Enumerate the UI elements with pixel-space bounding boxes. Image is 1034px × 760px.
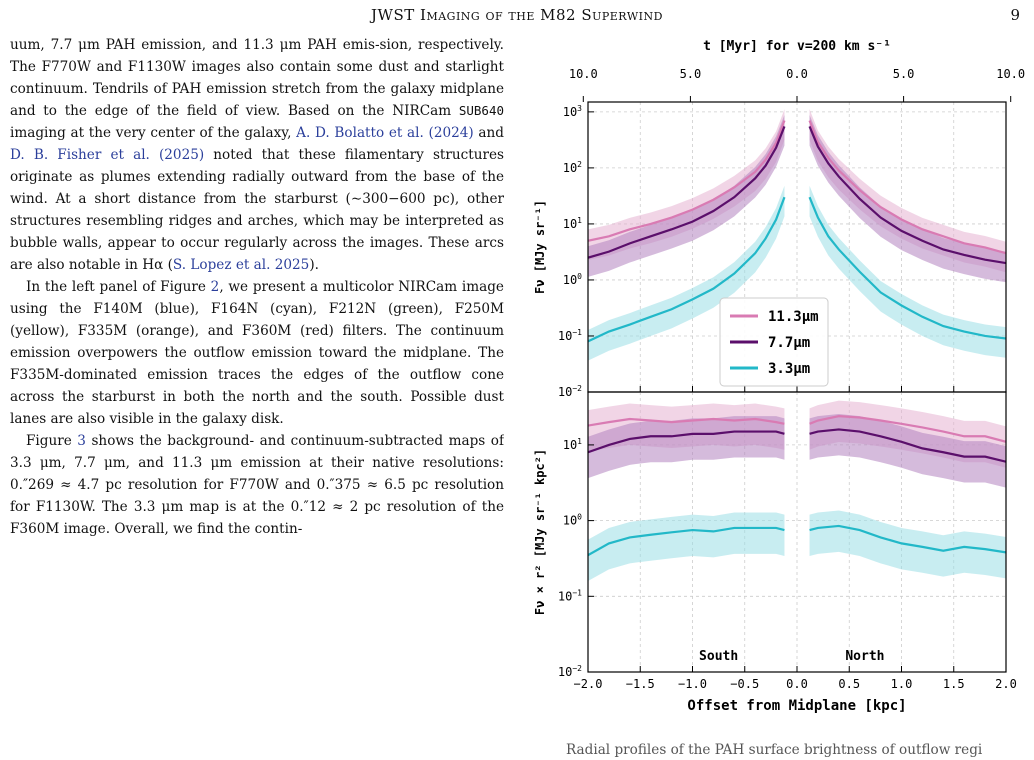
paragraph-3: Figure 3 shows the background- and conti…	[10, 430, 504, 540]
figure-link[interactable]: 3	[77, 433, 86, 449]
series-band-north	[809, 109, 1006, 273]
citation-link[interactable]: D. B. Fisher et al. (2025)	[10, 147, 205, 163]
text-run: In the left panel of Figure	[26, 279, 211, 295]
y-tick-label: 10−2	[558, 384, 582, 399]
series-band-south	[588, 512, 785, 582]
legend-box	[719, 297, 829, 387]
x-tick-label: −1.0	[678, 677, 707, 691]
x-tick-label: 0.0	[786, 677, 808, 691]
legend-entry: 11.3μm	[768, 309, 819, 325]
legend-entry: 7.7μm	[768, 335, 810, 351]
y-axis-label: Fν [MJy sr⁻¹]	[533, 200, 547, 294]
top-tick-label: 10.0	[569, 67, 598, 81]
y-tick-label: 10−1	[558, 328, 582, 343]
text-run: Figure	[26, 433, 78, 449]
page-number: 9	[1010, 6, 1020, 24]
body-text-column: uum, 7.7 μm PAH emission, and 11.3 μm PA…	[10, 34, 504, 760]
region-label-north: North	[845, 649, 884, 664]
x-tick-label: 2.0	[995, 677, 1017, 691]
top-tick-label: 0.0	[786, 67, 808, 81]
top-tick-label: 5.0	[893, 67, 915, 81]
y-tick-label: 100	[563, 272, 582, 287]
text-run: imaging at the very center of the galaxy…	[10, 125, 297, 141]
top-axis-label: t [Myr] for v=200 km s⁻¹	[703, 39, 891, 54]
paragraph-2: In the left panel of Figure 2, we presen…	[10, 276, 504, 430]
series-line-south	[588, 430, 785, 454]
x-tick-label: 1.5	[943, 677, 965, 691]
series-band-south	[588, 114, 785, 277]
radial-profile-chart: t [Myr] for v=200 km s⁻¹ 10.0 5.0 0.0 5.0 10.…	[533, 39, 1025, 714]
series-line-south	[588, 196, 786, 343]
series-line-north	[809, 524, 1006, 554]
top-tick-label: 10.0	[996, 67, 1025, 81]
y-axis-label: Fν × r² [MJy sr⁻¹ kpc²]	[533, 449, 547, 615]
top-tick-label: 5.0	[680, 67, 702, 81]
series-band-north	[809, 114, 1006, 283]
series-line-north	[808, 125, 1006, 265]
region-label-south: South	[699, 649, 738, 664]
text-run: noted that these filamentary structures …	[10, 147, 504, 273]
x-tick-label: 0.5	[838, 677, 860, 691]
y-tick-label: 101	[563, 437, 582, 452]
series-line-south	[588, 126, 786, 259]
y-tick-label: 102	[563, 160, 582, 175]
filter-name: SUB640	[458, 103, 504, 118]
series-line-north	[808, 196, 1006, 340]
text-run: uum, 7.7 μm PAH emission, and 11.3 μm PA…	[10, 37, 504, 119]
series-line-north	[808, 120, 1006, 255]
radial-profile-figure: t [Myr] for v=200 km s⁻¹ 10.0 5.0 0.0 5.0 10.…	[520, 28, 1034, 760]
x-tick-label: −0.5	[730, 677, 759, 691]
citation-link[interactable]: S. Lopez et al. 2025	[172, 257, 310, 273]
series-line-south	[588, 417, 785, 427]
series-line-south	[588, 120, 786, 242]
figure-caption: Radial profiles of the PAH surface brigh…	[566, 742, 983, 758]
series-line-south	[588, 526, 785, 557]
citation-link[interactable]: A. D. Bolatto et al. (2024)	[296, 125, 474, 141]
series-line-north	[809, 415, 1006, 443]
y-tick-label: 100	[563, 513, 582, 528]
series-band-south	[588, 109, 785, 260]
x-tick-label: −2.0	[574, 677, 603, 691]
x-axis-label: Offset from Midplane [kpc]	[687, 698, 906, 714]
x-tick-label: −1.5	[626, 677, 655, 691]
series-band-north	[809, 185, 1006, 358]
legend-entry: 3.3μm	[768, 361, 810, 377]
page-header: JWST Imaging of the M82 Superwind 9	[0, 4, 1034, 26]
series-line-north	[809, 428, 1006, 463]
text-run: , we present a multicolor NIRCam image u…	[10, 279, 504, 427]
y-tick-label: 10−1	[558, 588, 582, 603]
x-tick-label: 1.0	[891, 677, 913, 691]
y-tick-label: 103	[563, 104, 582, 119]
text-run: ).	[309, 257, 319, 273]
figure-link[interactable]: 2	[210, 279, 220, 295]
series-band-south	[588, 185, 785, 361]
paragraph-1: uum, 7.7 μm PAH emission, and 11.3 μm PA…	[10, 34, 504, 276]
y-tick-label: 101	[563, 216, 582, 231]
text-run: and	[473, 125, 504, 141]
running-title: JWST Imaging of the M82 Superwind	[371, 6, 663, 24]
text-run: shows the background- and continuum-subt…	[10, 433, 504, 537]
